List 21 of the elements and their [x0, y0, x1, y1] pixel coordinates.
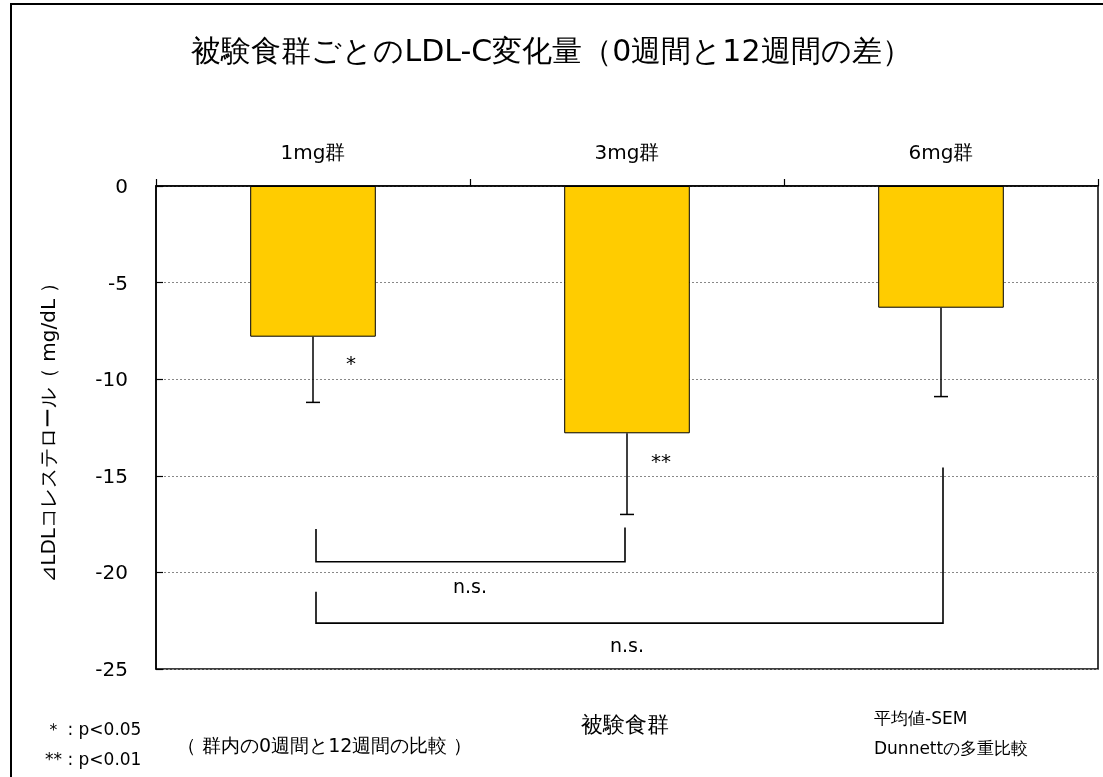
- y-tick-label: -10: [95, 367, 128, 392]
- y-axis-title: ⊿LDLコレステロール（ mg/dL ）: [36, 272, 60, 583]
- y-tick-label: -5: [108, 270, 128, 295]
- x-tick-label: 1mg群: [280, 140, 346, 164]
- text: ** : p<0.01: [45, 749, 142, 769]
- x-tick-label: 6mg群: [908, 140, 974, 164]
- chart-title: 被験食群ごとのLDL-C変化量（0週間と12週間の差）: [191, 32, 912, 68]
- y-tick-label: -15: [95, 463, 128, 488]
- y-tick-label: -20: [95, 560, 128, 585]
- text: 平均値-SEM: [874, 708, 968, 728]
- text: ＊ : p<0.05: [45, 719, 142, 739]
- y-tick-label: 0: [115, 174, 128, 198]
- x-tick-label: 3mg群: [594, 140, 660, 164]
- y-tick-label: -25: [95, 657, 128, 681]
- annotation: *: [346, 350, 356, 375]
- text: （ 群内の0週間と12週間の比較 ）: [177, 734, 473, 756]
- annotation: **: [651, 448, 671, 473]
- annotation: n.s.: [452, 574, 488, 597]
- annotation: n.s.: [609, 633, 645, 656]
- text: Dunnettの多重比較: [874, 738, 1029, 758]
- x-axis-title: 被験食群: [581, 711, 669, 737]
